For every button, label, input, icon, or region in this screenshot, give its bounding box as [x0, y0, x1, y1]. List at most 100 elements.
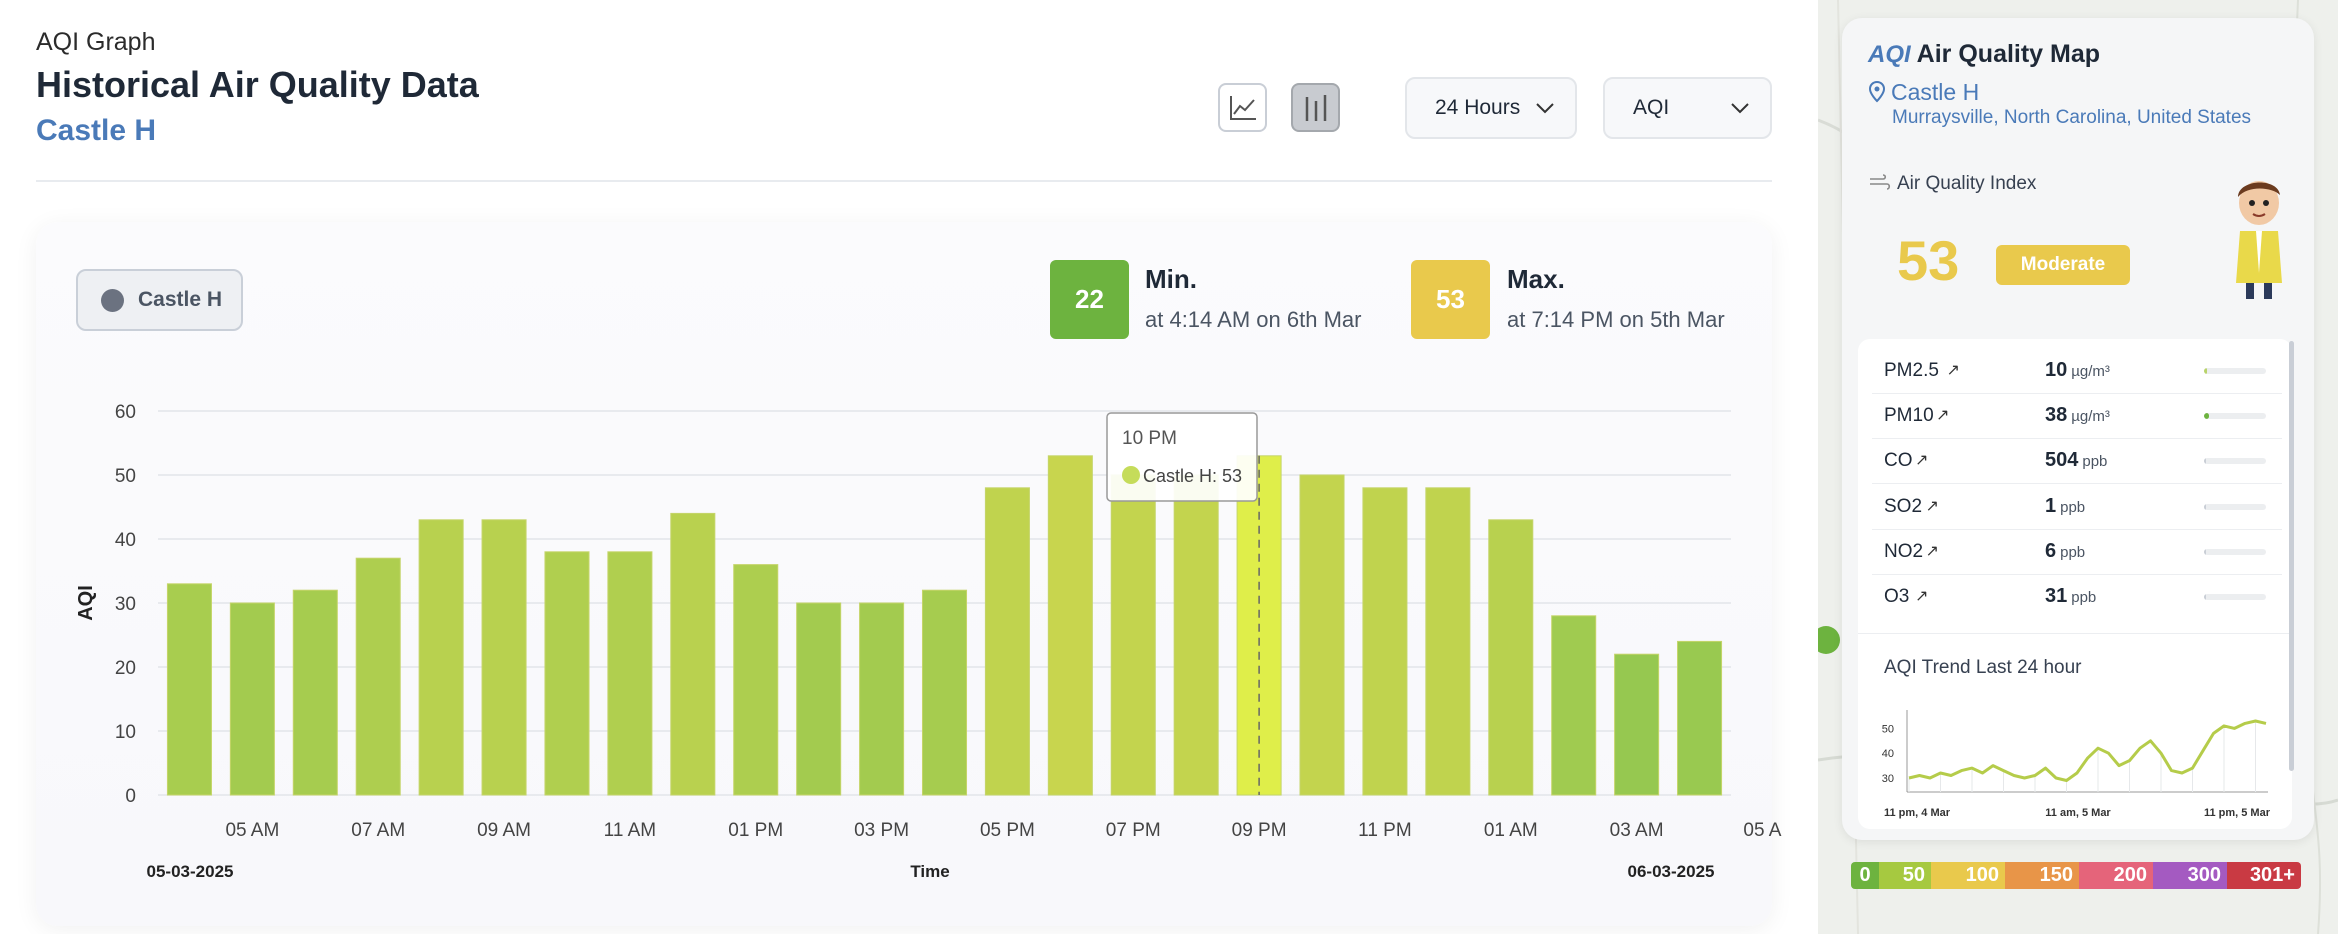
scale-segment-300: 300	[2153, 862, 2227, 889]
chevron-down-icon	[1536, 103, 1554, 114]
pollutant-value: 31 ppb	[2045, 585, 2097, 607]
scale-segment-150: 150	[2005, 862, 2079, 889]
pollutant-value: 504 ppb	[2045, 449, 2108, 471]
map-card-title: Air Quality Map	[1916, 40, 2101, 68]
mascot-character-icon	[2236, 181, 2282, 299]
pollutant-name: CO	[1884, 450, 1913, 471]
wind-icon	[1870, 174, 1891, 190]
aqi-label: Air Quality Index	[1897, 173, 2037, 194]
pollutant-value: 6 ppb	[2045, 540, 2086, 562]
legend-item-castle-h[interactable]: Castle H	[76, 269, 243, 331]
pollutant-level-fill	[2204, 594, 2207, 600]
arrow-up-right-icon[interactable]: ↗	[1915, 588, 1929, 605]
metric-value: AQI	[1633, 96, 1670, 119]
header-divider	[36, 180, 1772, 182]
location-name: Castle H	[36, 114, 157, 147]
line-chart-button[interactable]	[1218, 83, 1267, 132]
pollutant-row-co[interactable]: CO ↗ 504 ppb	[1884, 438, 2268, 483]
trend-line	[1908, 719, 2267, 782]
pollutant-unit: ppb	[2060, 499, 2086, 516]
pollutant-name: NO2	[1884, 541, 1924, 562]
pollutant-row-pm25[interactable]: PM2.5 ↗ 10 µg/m³	[1884, 348, 2268, 393]
pollutant-level-fill	[2204, 549, 2207, 555]
legend-label: Castle H	[138, 288, 223, 311]
arrow-up-right-icon[interactable]: ↗	[1925, 498, 1939, 515]
pollutant-row-so2[interactable]: SO2 ↗ 1 ppb	[1884, 484, 2268, 529]
scale-segment-200: 200	[2079, 862, 2153, 889]
arrow-up-right-icon[interactable]: ↗	[1936, 407, 1950, 424]
pollutant-unit: ppb	[2082, 453, 2108, 470]
scrollbar[interactable]	[2289, 341, 2294, 771]
trend-y-tick: 30	[1882, 773, 1894, 785]
aqi-status-badge: Moderate	[1996, 245, 2130, 285]
section-eyebrow: AQI Graph	[36, 28, 156, 56]
pollutant-name: SO2	[1884, 496, 1923, 517]
pollutant-level-fill	[2204, 504, 2207, 510]
trend-x-label: 11 pm, 5 Mar	[2204, 807, 2271, 819]
row-divider	[1872, 438, 2282, 439]
min-aqi-badge: 22	[1050, 260, 1129, 339]
scale-segment-301-plus: 301+	[2227, 862, 2301, 889]
pollutant-name: PM10	[1884, 405, 1934, 426]
pollutant-level-fill	[2204, 458, 2207, 464]
trend-x-label: 11 am, 5 Mar	[2045, 807, 2111, 819]
trend-y-tick: 40	[1882, 748, 1894, 760]
max-time: at 7:14 PM on 5th Mar	[1507, 307, 1725, 332]
row-divider	[1872, 483, 2282, 484]
pollutant-value: 38 µg/m³	[2045, 404, 2110, 426]
pollutant-value: 10 µg/m³	[2045, 359, 2110, 381]
time-range-value: 24 Hours	[1435, 96, 1521, 119]
trend-divider	[1858, 633, 2292, 634]
arrow-up-right-icon[interactable]: ↗	[1925, 543, 1939, 560]
location-pin-icon	[1869, 81, 1885, 103]
pollutant-level-bar	[2204, 458, 2266, 464]
chevron-down-icon	[1731, 103, 1749, 114]
line-chart-icon	[1229, 95, 1256, 120]
map-location-name[interactable]: Castle H	[1891, 79, 1980, 105]
aqi-graph-panel: AQI Graph Historical Air Quality Data Ca…	[36, 28, 1782, 926]
bar-chart-button[interactable]	[1291, 83, 1340, 132]
page-title: Historical Air Quality Data	[36, 64, 479, 105]
aqi-value: 53	[1897, 229, 1960, 292]
scale-segment-50: 50	[1879, 862, 1931, 889]
max-aqi-badge: 53	[1411, 260, 1490, 339]
time-range-dropdown[interactable]: 24 Hours	[1405, 77, 1577, 139]
pollutant-name: O3	[1884, 586, 1910, 607]
min-time: at 4:14 AM on 6th Mar	[1145, 307, 1362, 332]
bar-chart-icon	[1305, 94, 1326, 121]
pollutant-card	[1858, 339, 2292, 829]
chart-card	[36, 222, 1772, 926]
pollutant-row-no2[interactable]: NO2 ↗ 6 ppb	[1884, 529, 2268, 574]
trend-y-tick: 50	[1882, 723, 1894, 735]
pollutant-level-bar	[2204, 368, 2266, 374]
pollutant-name: PM2.5	[1884, 360, 1939, 381]
metric-dropdown[interactable]: AQI	[1603, 77, 1772, 139]
arrow-up-right-icon[interactable]: ↗	[1915, 452, 1929, 469]
arrow-up-right-icon[interactable]: ↗	[1946, 362, 1960, 379]
pollutant-level-fill	[2204, 413, 2209, 419]
pollutant-level-bar	[2204, 413, 2266, 419]
trend-title: AQI Trend Last 24 hour	[1884, 657, 2082, 678]
aqi-logo: AQI	[1868, 40, 1911, 68]
pollutant-unit: ppb	[2071, 589, 2097, 606]
scale-segment-100: 100	[1931, 862, 2005, 889]
pollutant-level-bar	[2204, 504, 2266, 510]
scale-segment-0: 0	[1851, 862, 1879, 889]
row-divider	[1872, 393, 2282, 394]
max-label: Max.	[1507, 264, 1565, 294]
pollutant-row-o3[interactable]: O3 ↗ 31 ppb	[1884, 574, 2268, 619]
map-location-address: Murraysville, North Carolina, United Sta…	[1892, 107, 2252, 128]
legend-dot	[101, 288, 124, 312]
pollutant-unit: µg/m³	[2071, 408, 2110, 425]
min-label: Min.	[1145, 264, 1197, 294]
pollutant-row-pm10[interactable]: PM10 ↗ 38 µg/m³	[1884, 393, 2268, 438]
pollutant-level-fill	[2204, 368, 2208, 374]
row-divider	[1872, 574, 2282, 575]
pollutant-level-bar	[2204, 549, 2266, 555]
pollutant-unit: ppb	[2060, 544, 2086, 561]
aqi-color-scale: 0 50 100 150 200 300 301+	[1851, 862, 2301, 889]
row-divider	[1872, 529, 2282, 530]
pollutant-level-bar	[2204, 594, 2266, 600]
trend-x-label: 11 pm, 4 Mar	[1884, 807, 1951, 819]
map-card-header: AQI Air Quality Map	[1868, 40, 2100, 69]
